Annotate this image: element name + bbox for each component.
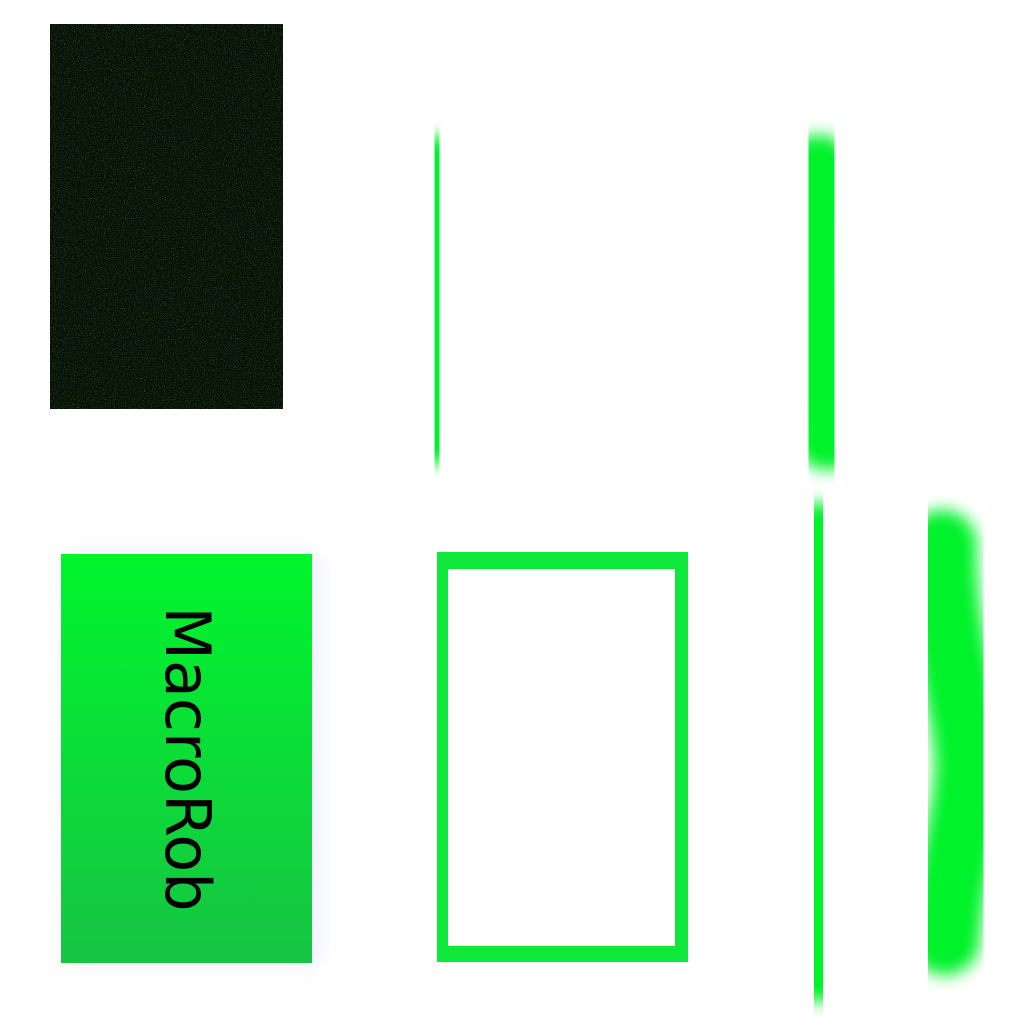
noise-texture: [50, 24, 283, 409]
outline-frame: [437, 552, 688, 962]
green-stroke-icon: [906, 510, 1005, 975]
label-card: MacroRob: [61, 554, 312, 963]
label-text: MacroRob: [150, 605, 224, 912]
green-stroke-icon: [779, 503, 858, 1002]
noise-panel: [50, 24, 283, 409]
green-stroke-icon: [401, 136, 472, 464]
green-stroke-icon: [780, 135, 863, 470]
